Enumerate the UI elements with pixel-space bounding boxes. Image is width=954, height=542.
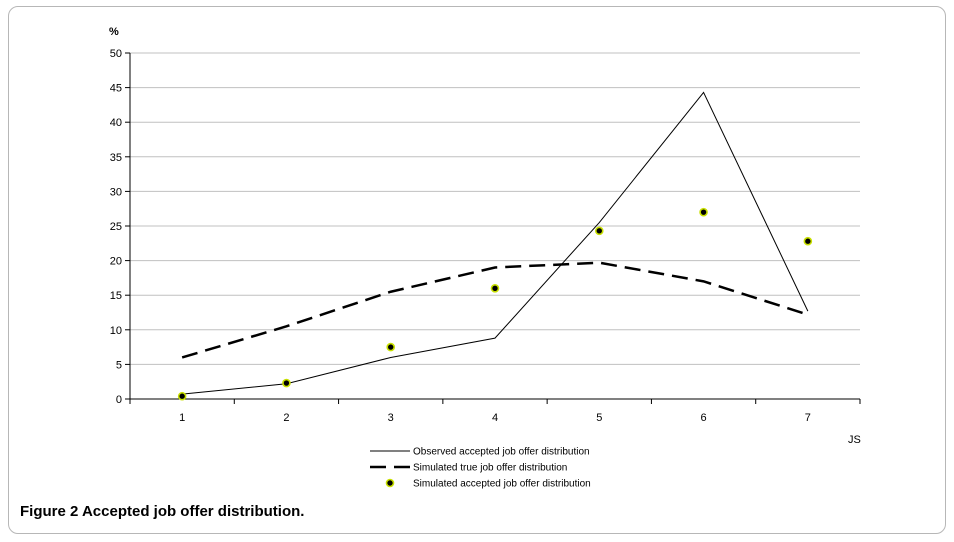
data-point-2-5 — [594, 226, 604, 236]
legend-swatch-2 — [385, 478, 395, 488]
figure-frame — [8, 6, 946, 534]
x-tick-label-5: 5 — [596, 412, 602, 424]
data-point-2-1 — [177, 391, 187, 401]
x-tick-label-1: 1 — [179, 412, 185, 424]
data-point-2-6 — [699, 207, 708, 217]
data-point-2-7 — [803, 236, 813, 246]
x-tick-label-2: 2 — [283, 412, 289, 424]
y-tick-label-5: 5 — [116, 359, 122, 371]
series-line-0 — [182, 91, 809, 395]
legend-label-2: Simulated accepted job offer distributio… — [413, 479, 591, 490]
series-line-1 — [181, 261, 809, 359]
x-tick-label-7: 7 — [805, 412, 811, 424]
legend: Observed accepted job offer distribution… — [370, 447, 591, 490]
y-tick-label-25: 25 — [110, 221, 122, 233]
x-tick-label-6: 6 — [701, 412, 707, 424]
y-tick-label-30: 30 — [110, 186, 122, 198]
legend-label-0: Observed accepted job offer distribution — [413, 447, 590, 458]
y-tick-label-15: 15 — [110, 290, 122, 302]
x-tick-labels: 1 2 3 4 5 6 7 — [179, 412, 811, 424]
y-tick-label-45: 45 — [110, 83, 122, 95]
figure-caption: Figure 2 Accepted job offer distribution… — [20, 503, 305, 520]
axes — [125, 52, 861, 404]
y-tick-labels: 0 5 10 15 20 25 30 35 40 45 50 — [110, 48, 122, 406]
data-point-2-2 — [282, 378, 291, 388]
x-axis-label: JS — [848, 434, 861, 446]
data-point-2-3 — [386, 342, 396, 352]
series-group — [177, 91, 813, 401]
y-tick-label-40: 40 — [110, 117, 122, 129]
y-tick-label-10: 10 — [110, 325, 122, 337]
legend-label-1: Simulated true job offer distribution — [413, 463, 567, 474]
gridlines — [130, 52, 860, 365]
y-tick-label-35: 35 — [110, 152, 122, 164]
x-tick-label-4: 4 — [492, 412, 498, 424]
y-tick-label-50: 50 — [110, 48, 122, 60]
data-point-2-4 — [490, 283, 500, 293]
y-axis-label: % — [109, 26, 119, 38]
x-tick-label-3: 3 — [388, 412, 394, 424]
y-tick-label-0: 0 — [116, 394, 122, 406]
y-tick-label-20: 20 — [110, 256, 122, 268]
